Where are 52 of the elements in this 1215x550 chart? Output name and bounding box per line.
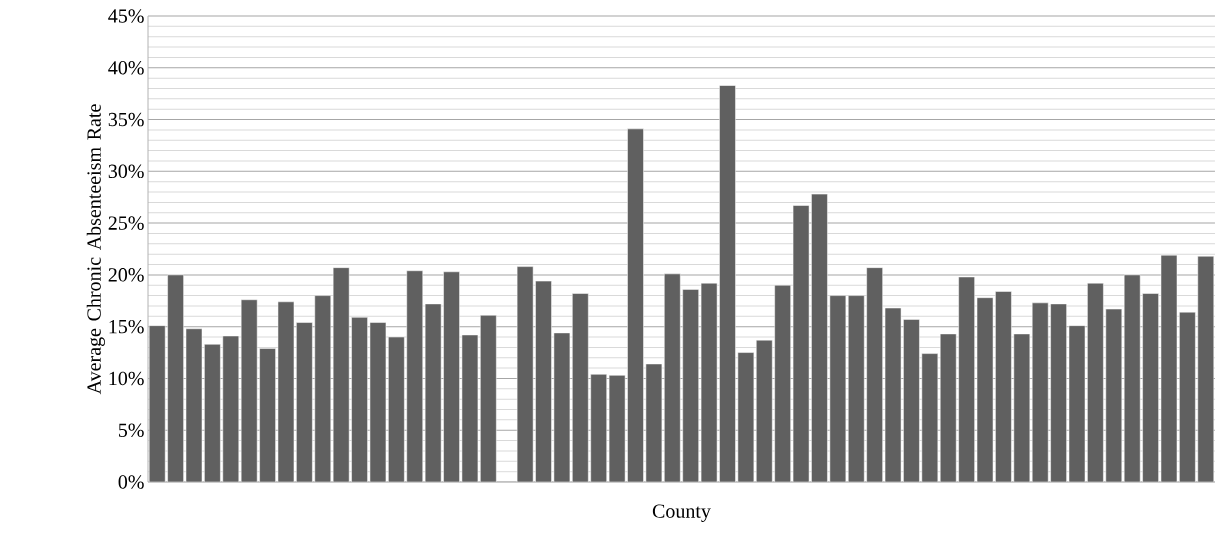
bar: [590, 374, 607, 482]
bar: [296, 322, 313, 482]
x-axis-title: County: [652, 504, 711, 522]
bar: [1013, 333, 1031, 482]
y-tick-label: 10%: [109, 371, 144, 386]
y-tick-label: 15%: [109, 319, 144, 334]
bar: [774, 284, 791, 482]
bar: [1179, 311, 1196, 482]
y-axis-title: Average Chronic Absenteeism Rate: [86, 104, 105, 395]
bar: [848, 295, 865, 482]
bar: [719, 85, 736, 482]
bar: [756, 339, 773, 482]
bar: [1031, 302, 1049, 482]
bar: [535, 280, 552, 482]
bar: [351, 317, 368, 482]
y-tick-label: 20%: [108, 268, 144, 282]
y-tick-label: 25%: [108, 216, 144, 230]
bar: [866, 267, 883, 482]
bar: [332, 267, 350, 482]
bar: [1197, 256, 1215, 482]
bar: [958, 276, 975, 482]
bar: [627, 128, 644, 482]
bar: [204, 344, 221, 482]
y-tick-label: 35%: [108, 112, 144, 127]
bar: [939, 333, 957, 482]
bar: [682, 289, 699, 482]
y-tick-label: 30%: [108, 164, 144, 179]
bar: [167, 274, 184, 482]
y-tick-label: 5%: [118, 423, 144, 438]
bar: [921, 353, 939, 482]
bar: [148, 325, 166, 482]
y-tick-label: 40%: [108, 61, 144, 75]
bar: [314, 295, 332, 482]
bar: [1142, 293, 1159, 482]
bar: [1087, 282, 1104, 482]
bar: [1123, 274, 1141, 482]
bar: [259, 348, 276, 482]
bar: [240, 299, 258, 482]
bar: [995, 291, 1012, 482]
y-tick-label: 0%: [118, 475, 144, 489]
bar: [222, 335, 240, 482]
bar: [664, 273, 681, 482]
bar: [1050, 303, 1067, 482]
bar: [388, 336, 405, 482]
bar: [572, 293, 589, 482]
bar: [443, 271, 460, 482]
bar: [1105, 308, 1123, 482]
bar: [406, 270, 423, 482]
bar: [903, 319, 920, 482]
y-tick-label: 45%: [108, 9, 144, 23]
bar: [811, 193, 828, 482]
bar: [480, 315, 497, 482]
